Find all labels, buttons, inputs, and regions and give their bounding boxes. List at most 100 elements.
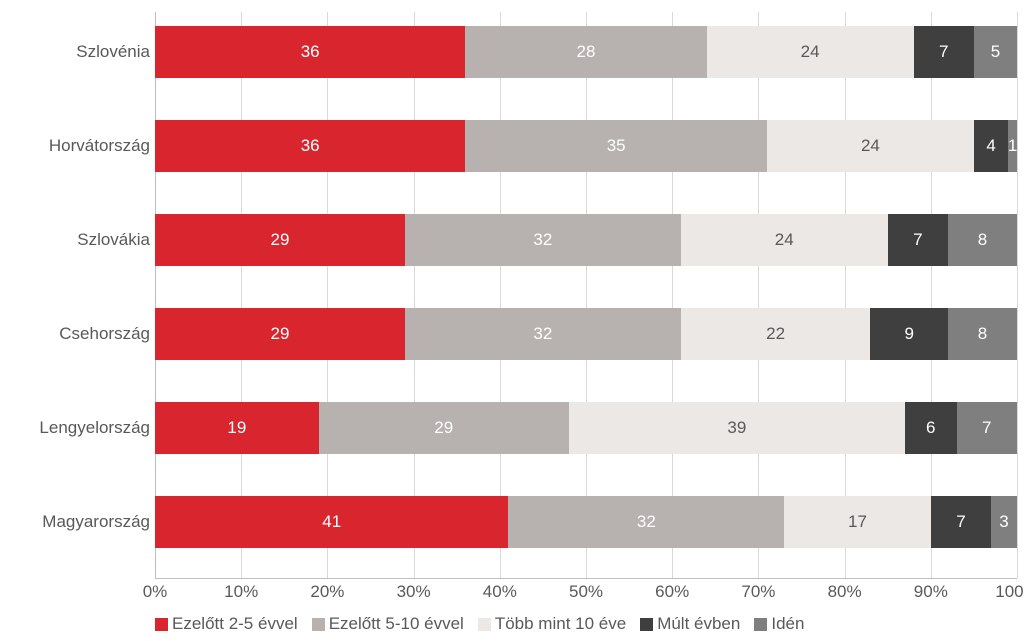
y-tick-label: Magyarország bbox=[0, 513, 150, 530]
y-tick-label: Szlovénia bbox=[0, 43, 150, 60]
bar-value-label: 6 bbox=[926, 418, 935, 438]
y-axis-labels: Szlovénia Horvátország Szlovákia Csehország… bbox=[0, 12, 150, 578]
x-tick-label: 80% bbox=[828, 582, 862, 602]
bar-segment: 29 bbox=[155, 308, 405, 360]
y-tick-label: Csehország bbox=[0, 325, 150, 342]
bar-segment: 36 bbox=[155, 120, 465, 172]
bar-value-label: 3 bbox=[999, 512, 1008, 532]
bar-row: 29 32 22 9 8 bbox=[155, 308, 1017, 360]
bar-value-label: 7 bbox=[956, 512, 965, 532]
legend-label: Ezelőtt 2-5 évvel bbox=[172, 614, 298, 634]
bar-value-label: 4 bbox=[986, 136, 995, 156]
bar-segment: 9 bbox=[870, 308, 948, 360]
x-axis-line bbox=[155, 578, 1017, 579]
bar-segment: 24 bbox=[767, 120, 974, 172]
bar-segment: 8 bbox=[948, 308, 1017, 360]
legend-item: Ezelőtt 2-5 évvel bbox=[155, 614, 298, 634]
bar-segment: 7 bbox=[914, 26, 974, 78]
legend-label: Múlt évben bbox=[657, 614, 740, 634]
bar-segment: 32 bbox=[508, 496, 784, 548]
bar-value-label: 7 bbox=[982, 418, 991, 438]
bar-segment: 7 bbox=[957, 402, 1017, 454]
bar-segment: 3 bbox=[991, 496, 1017, 548]
bar-value-label: 28 bbox=[577, 42, 596, 62]
bar-segment: 4 bbox=[974, 120, 1008, 172]
chart: Szlovénia Horvátország Szlovákia Csehország… bbox=[0, 0, 1024, 641]
bar-segment: 6 bbox=[905, 402, 957, 454]
bar-value-label: 32 bbox=[533, 324, 552, 344]
bar-value-label: 36 bbox=[301, 42, 320, 62]
bar-value-label: 7 bbox=[913, 230, 922, 250]
x-tick-label: 0% bbox=[143, 582, 168, 602]
x-tick-label: 50% bbox=[569, 582, 603, 602]
bar-segment: 24 bbox=[681, 214, 888, 266]
bar-segment: 36 bbox=[155, 26, 465, 78]
x-tick-label: 100% bbox=[995, 582, 1024, 602]
plot-area: 36 28 24 7 5 36 35 24 41 29 32 24 7 8 29 32 22 9 8 19 29 39 6 7… bbox=[155, 12, 1017, 578]
legend-item: Idén bbox=[754, 614, 804, 634]
x-axis-ticks: 0%10%20%30%40%50%60%70%80%90%100% bbox=[155, 582, 1017, 606]
x-tick-label: 90% bbox=[914, 582, 948, 602]
legend-swatch bbox=[478, 618, 491, 631]
bar-segment: 1 bbox=[1008, 120, 1017, 172]
legend-swatch bbox=[312, 618, 325, 631]
bar-value-label: 32 bbox=[533, 230, 552, 250]
bar-segment: 32 bbox=[405, 214, 681, 266]
bar-value-label: 32 bbox=[637, 512, 656, 532]
legend-label: Ezelőtt 5-10 évvel bbox=[329, 614, 464, 634]
bar-value-label: 36 bbox=[301, 136, 320, 156]
bar-value-label: 29 bbox=[271, 324, 290, 344]
bar-value-label: 19 bbox=[227, 418, 246, 438]
x-tick-label: 10% bbox=[224, 582, 258, 602]
legend: Ezelőtt 2-5 évvel Ezelőtt 5-10 évvel Több … bbox=[155, 610, 1017, 638]
bar-segment: 17 bbox=[784, 496, 931, 548]
bar-segment: 29 bbox=[319, 402, 569, 454]
bar-value-label: 39 bbox=[727, 418, 746, 438]
bar-value-label: 41 bbox=[322, 512, 341, 532]
bar-segment: 24 bbox=[707, 26, 914, 78]
legend-item: Több mint 10 éve bbox=[478, 614, 626, 634]
bar-segment: 39 bbox=[569, 402, 905, 454]
x-tick-label: 60% bbox=[655, 582, 689, 602]
bar-segment: 32 bbox=[405, 308, 681, 360]
legend-swatch bbox=[155, 618, 168, 631]
legend-item: Múlt évben bbox=[640, 614, 740, 634]
bar-row: 36 28 24 7 5 bbox=[155, 26, 1017, 78]
x-tick-label: 30% bbox=[397, 582, 431, 602]
bar-segment: 7 bbox=[888, 214, 948, 266]
legend-label: Több mint 10 éve bbox=[495, 614, 626, 634]
bar-value-label: 1 bbox=[1008, 136, 1017, 156]
bar-row: 19 29 39 6 7 bbox=[155, 402, 1017, 454]
legend-item: Ezelőtt 5-10 évvel bbox=[312, 614, 464, 634]
legend-label: Idén bbox=[771, 614, 804, 634]
bar-segment: 29 bbox=[155, 214, 405, 266]
bar-value-label: 22 bbox=[766, 324, 785, 344]
bar-value-label: 24 bbox=[861, 136, 880, 156]
bar-segment: 28 bbox=[465, 26, 706, 78]
bar-value-label: 29 bbox=[271, 230, 290, 250]
bar-value-label: 9 bbox=[904, 324, 913, 344]
bar-segment: 41 bbox=[155, 496, 508, 548]
bar-segment: 35 bbox=[465, 120, 767, 172]
y-tick-label: Lengyelország bbox=[0, 419, 150, 436]
x-tick-label: 40% bbox=[483, 582, 517, 602]
bar-value-label: 29 bbox=[434, 418, 453, 438]
bar-value-label: 7 bbox=[939, 42, 948, 62]
bar-segment: 7 bbox=[931, 496, 991, 548]
y-tick-label: Horvátország bbox=[0, 137, 150, 154]
bar-value-label: 24 bbox=[801, 42, 820, 62]
bar-value-label: 17 bbox=[848, 512, 867, 532]
legend-swatch bbox=[754, 618, 767, 631]
legend-swatch bbox=[640, 618, 653, 631]
bar-segment: 5 bbox=[974, 26, 1017, 78]
bar-value-label: 8 bbox=[978, 324, 987, 344]
x-tick-label: 70% bbox=[741, 582, 775, 602]
bar-segment: 8 bbox=[948, 214, 1017, 266]
bar-row: 36 35 24 41 bbox=[155, 120, 1017, 172]
gridline bbox=[1017, 12, 1018, 578]
bar-value-label: 24 bbox=[775, 230, 794, 250]
x-tick-label: 20% bbox=[310, 582, 344, 602]
bar-row: 41 32 17 7 3 bbox=[155, 496, 1017, 548]
bar-segment: 22 bbox=[681, 308, 871, 360]
y-tick-label: Szlovákia bbox=[0, 231, 150, 248]
